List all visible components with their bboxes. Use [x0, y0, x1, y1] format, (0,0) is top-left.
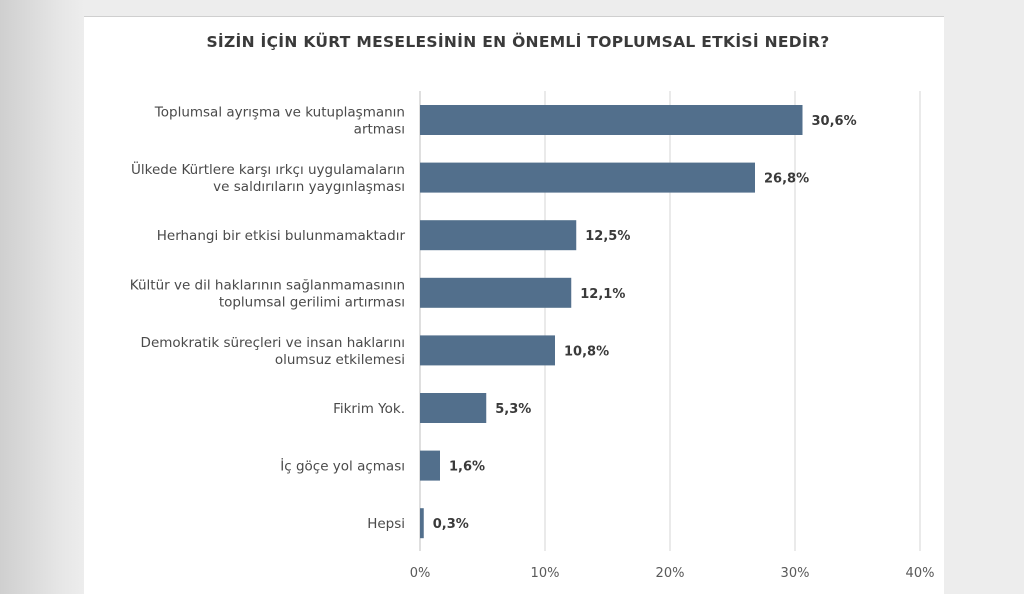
category-label: Hepsi — [367, 516, 405, 532]
x-tick-label: 0% — [410, 566, 431, 581]
bar — [420, 105, 803, 135]
category-label: Kültür ve dil haklarının sağlanmamasının… — [130, 277, 405, 310]
bar-chart: SİZİN İÇİN KÜRT MESELESİNİN EN ÖNEMLİ TO… — [130, 32, 935, 581]
bar — [420, 277, 572, 308]
x-tick-label: 40% — [906, 566, 935, 581]
category-label: Fikrim Yok. — [333, 401, 405, 417]
gridlines — [419, 91, 921, 551]
x-tick-label: 20% — [656, 566, 685, 581]
category-labels: Toplumsal ayrışma ve kutuplaşmanın artmas… — [130, 105, 406, 533]
chart-card: SİZİN İÇİN KÜRT MESELESİNİN EN ÖNEMLİ TO… — [84, 16, 944, 594]
value-label: 12,1% — [580, 287, 625, 302]
value-label: 1,6% — [449, 460, 485, 475]
value-label: 10,8% — [564, 344, 609, 359]
x-tick-label: 30% — [781, 566, 810, 581]
category-label: Toplumsal ayrışma ve kutuplaşmanın artmas… — [154, 105, 405, 138]
category-label: Herhangi bir etkisi bulunmamaktadır — [157, 228, 406, 244]
bar — [420, 162, 755, 193]
bar — [420, 335, 555, 366]
bar — [420, 450, 440, 481]
value-label: 5,3% — [495, 402, 531, 417]
value-label: 26,8% — [764, 172, 809, 187]
chart-title: SİZİN İÇİN KÜRT MESELESİNİN EN ÖNEMLİ TO… — [206, 32, 829, 51]
bars — [420, 105, 803, 539]
category-label: Demokratik süreçleri ve insan haklarını o… — [141, 335, 405, 368]
value-label: 30,6% — [812, 114, 857, 129]
value-labels: 30,6% 26,8% 12,5% 12,1% 10,8% 5,3% 1,6% 0,3% — [433, 114, 857, 532]
category-label: Ülkede Kürtlere karşı ırkçı uygulamaları… — [131, 160, 405, 195]
category-label: İç göçe yol açması — [280, 457, 405, 475]
x-axis-ticks: 0% 10% 20% 30% 40% — [410, 566, 935, 581]
bar — [420, 220, 577, 251]
bar — [420, 508, 424, 539]
value-label: 12,5% — [585, 229, 630, 244]
value-label: 0,3% — [433, 517, 469, 532]
x-tick-label: 10% — [531, 566, 560, 581]
bar — [420, 393, 487, 423]
